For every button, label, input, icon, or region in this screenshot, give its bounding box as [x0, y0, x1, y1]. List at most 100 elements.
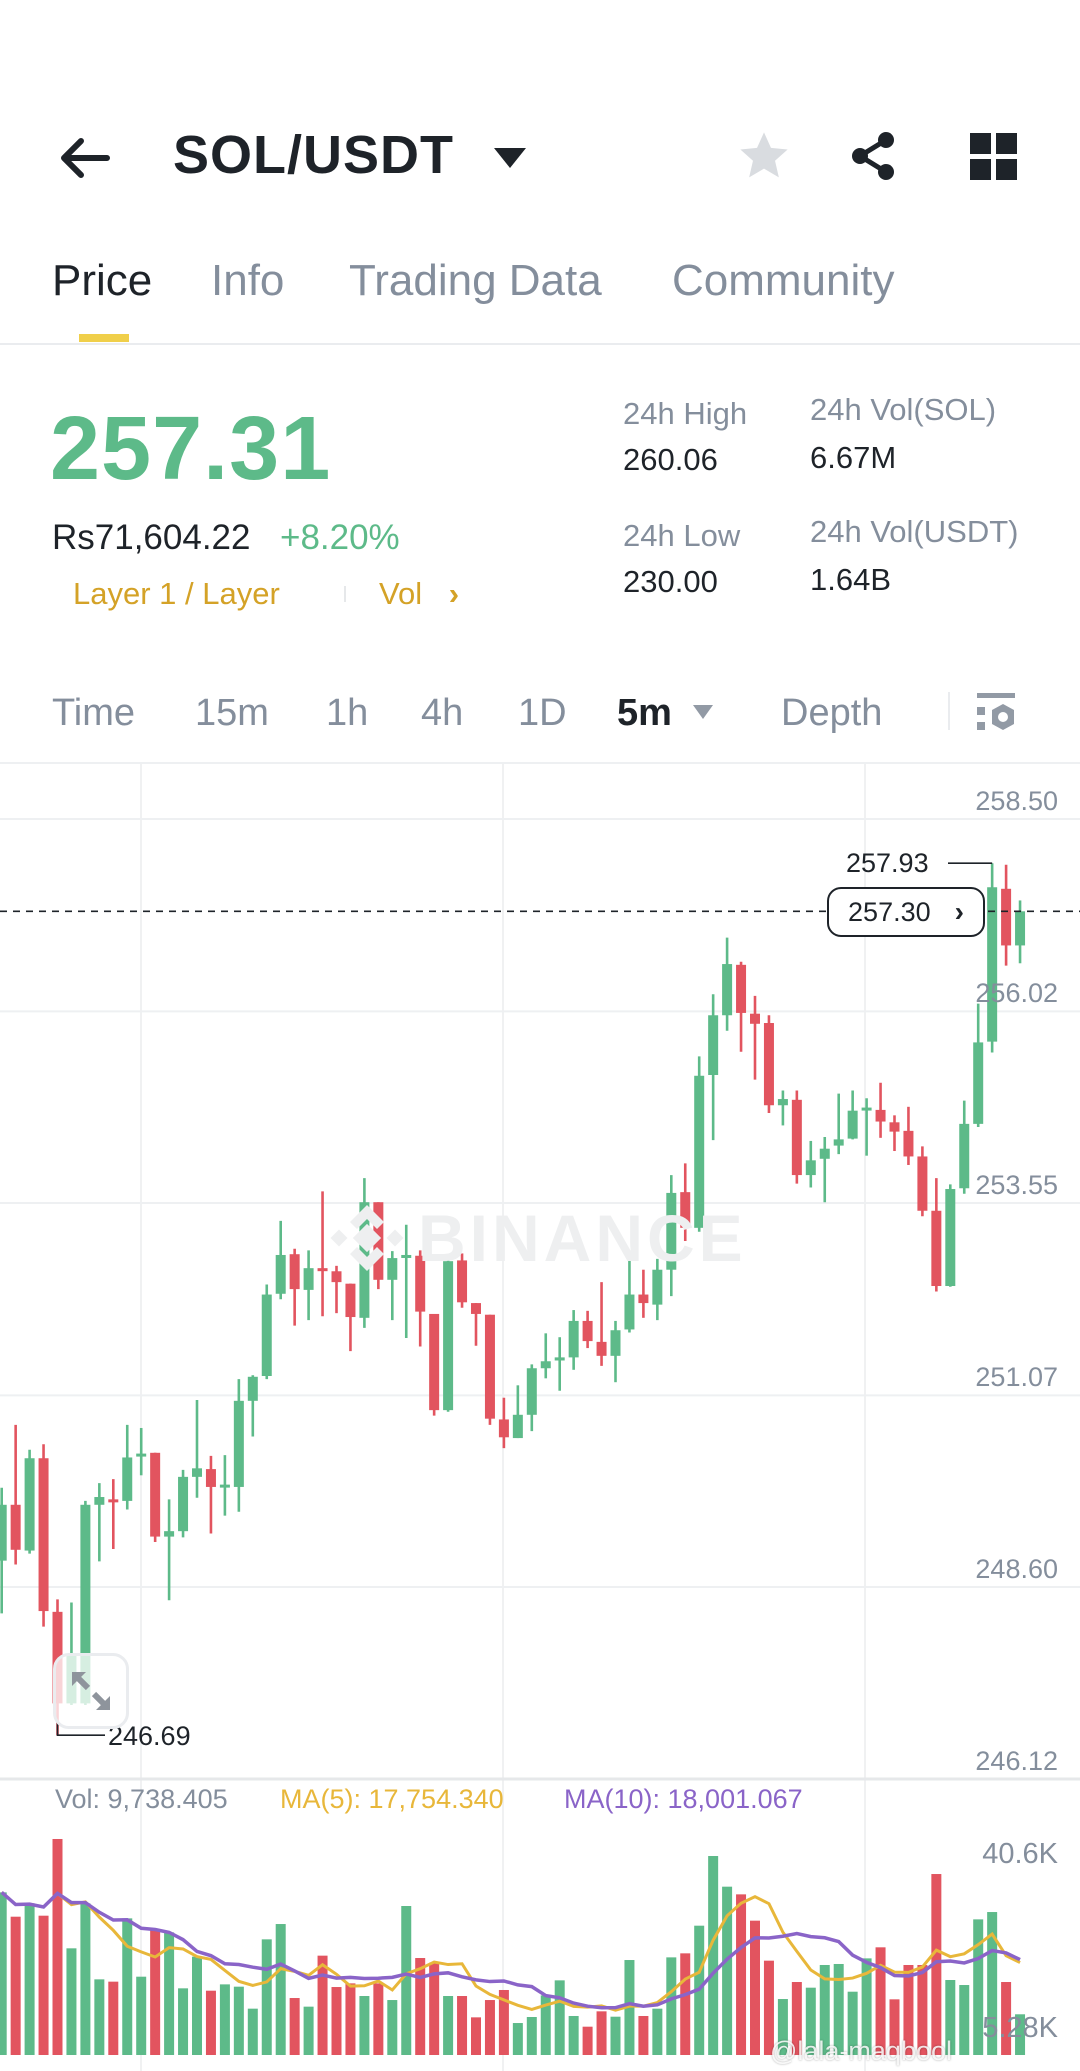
volume-bar: [66, 1948, 77, 2055]
candle-body: [777, 1099, 788, 1106]
volume-bar: [359, 1996, 370, 2055]
volume-bar: [192, 1956, 202, 2055]
chart-settings-icon[interactable]: [977, 692, 1019, 739]
volume-bar: [889, 1999, 900, 2055]
candle-body: [903, 1130, 914, 1157]
volume-bar: [512, 2023, 523, 2055]
volume-bar: [582, 2026, 593, 2055]
candle-body: [317, 1268, 328, 1272]
back-button[interactable]: [55, 130, 115, 186]
tab-price[interactable]: Price: [52, 256, 153, 305]
volume-bar: [847, 1991, 858, 2055]
volume-bar: [708, 1856, 719, 2055]
vol-base-label: 24h Vol(SOL): [810, 392, 997, 427]
ma10-line: [0, 1891, 1021, 2010]
volume-bar: [457, 1996, 468, 2055]
tab-trading-data[interactable]: Trading Data: [349, 256, 602, 305]
candle-body: [303, 1268, 314, 1290]
candle-body: [136, 1453, 147, 1457]
candle-body: [289, 1254, 300, 1290]
tab-community[interactable]: Community: [672, 256, 895, 305]
volume-bar: [205, 1990, 216, 2055]
candle-body: [512, 1414, 523, 1439]
favorite-star-icon[interactable]: [737, 129, 791, 188]
layout-grid-icon[interactable]: [970, 133, 1018, 186]
volume-bar: [275, 1924, 286, 2055]
fiat-price: Rs71,604.22: [52, 518, 251, 557]
change-percent: +8.20%: [280, 518, 400, 557]
volume-bar: [387, 2000, 398, 2055]
volume-bar: [415, 1958, 426, 2055]
candle-body: [750, 1013, 760, 1024]
volume-bar: [80, 1903, 91, 2055]
interval-depth[interactable]: Depth: [781, 692, 883, 734]
interval-time[interactable]: Time: [52, 692, 136, 734]
candle-body: [401, 1254, 412, 1258]
low-marker-line: [56, 1721, 105, 1736]
vol-base-value: 6.67M: [810, 440, 897, 475]
volume-bar: [303, 2006, 314, 2055]
volume-bar: [484, 2000, 495, 2055]
candle-body: [219, 1484, 230, 1488]
tabs-divider: [0, 343, 1080, 345]
pair-dropdown-icon[interactable]: [492, 146, 528, 175]
volume-bar: [10, 1916, 21, 2055]
volume-bar: [108, 1981, 119, 2055]
candle-body: [638, 1294, 649, 1304]
volume-bar: [219, 1984, 230, 2055]
volume-bar: [178, 1988, 189, 2055]
candle-body: [652, 1269, 663, 1305]
vol-link[interactable]: Vol ›: [379, 576, 459, 612]
chart-top-divider: [0, 762, 1080, 764]
interval-1h[interactable]: 1h: [326, 692, 369, 734]
candle-body: [108, 1499, 119, 1503]
candle-body: [610, 1330, 621, 1356]
volume-bar: [136, 1976, 147, 2055]
volume-bar: [931, 1874, 942, 2055]
volume-bar: [777, 1999, 788, 2055]
user-watermark: @lala-maqbool: [770, 2036, 952, 2066]
fullscreen-button[interactable]: [53, 1653, 129, 1729]
chevron-right-icon: ›: [954, 896, 964, 927]
share-icon[interactable]: [848, 130, 900, 187]
volume-bar: [666, 1957, 677, 2055]
candle-body: [387, 1258, 398, 1280]
vol-legend-ma10: MA(10): 18,001.067: [564, 1784, 803, 1814]
candle-body: [80, 1504, 91, 1704]
candle-body: [875, 1109, 886, 1122]
high-label: 24h High: [623, 396, 748, 431]
interval-4h[interactable]: 4h: [421, 692, 464, 734]
candle-body: [457, 1260, 468, 1303]
candle-body: [122, 1457, 133, 1501]
volume-bar: [987, 1912, 998, 2055]
interval-15m[interactable]: 15m: [195, 692, 269, 734]
tab-info[interactable]: Info: [211, 256, 285, 305]
volume-bar: [247, 2008, 258, 2055]
volume-bar: [722, 1886, 733, 2055]
candle-body: [861, 1107, 872, 1111]
candle-body: [540, 1361, 551, 1369]
low-value: 230.00: [623, 564, 718, 599]
vol-axis-label: 5.28K: [982, 2012, 1058, 2044]
last-price-tag[interactable]: 257.30 ›: [827, 887, 985, 937]
candle-body: [805, 1160, 816, 1176]
watermark-text: BINANCE: [418, 1201, 747, 1275]
volume-bar: [638, 2015, 649, 2055]
last-price: 257.31: [50, 399, 332, 499]
volume-bar: [289, 1998, 300, 2055]
high-marker-label: 257.93: [846, 848, 929, 878]
tag-separator: [344, 586, 346, 602]
price-axis-label: 248.60: [975, 1554, 1058, 1584]
pair-title[interactable]: SOL/USDT: [173, 125, 455, 185]
vol-quote-value: 1.64B: [810, 562, 892, 597]
candle-body: [443, 1261, 454, 1411]
volume-bar: [429, 1962, 440, 2055]
candle-body: [429, 1313, 440, 1411]
interval-5m[interactable]: 5m: [617, 692, 672, 734]
candle-body: [233, 1400, 244, 1487]
candle-body: [38, 1458, 49, 1612]
category-tag[interactable]: Layer 1 / Layer: [73, 576, 280, 611]
interval-1d[interactable]: 1D: [518, 692, 567, 734]
interval-dropdown-icon[interactable]: [692, 704, 714, 725]
